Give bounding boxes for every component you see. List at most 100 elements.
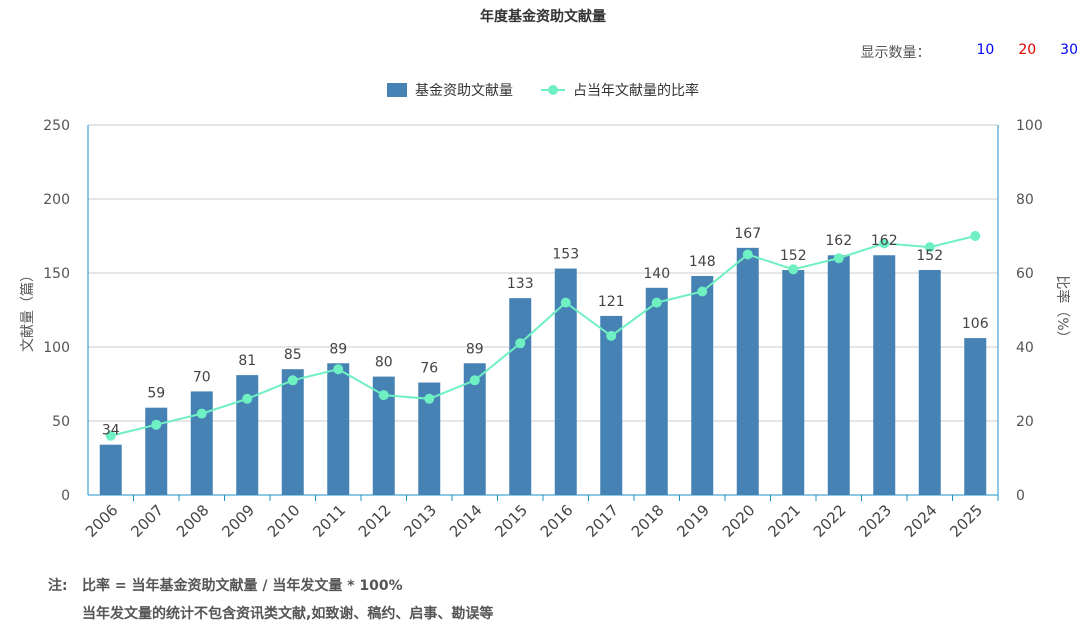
display-count-option-20[interactable]: 20 xyxy=(1018,42,1037,58)
notes-prefix: 注: xyxy=(48,578,68,594)
bar-2025 xyxy=(964,338,987,495)
ratio-point-2021 xyxy=(788,264,799,275)
line-swatch-icon xyxy=(541,83,565,97)
bar-2023 xyxy=(873,255,896,495)
chart-legend: 基金资助文献量 占当年文献量的比率 xyxy=(0,80,1086,100)
ratio-point-2017 xyxy=(606,330,617,341)
bar-value-label-2021: 152 xyxy=(780,248,807,264)
y2-tick-label: 0 xyxy=(1016,488,1025,504)
ratio-point-2024 xyxy=(924,242,935,253)
y2-tick-label: 20 xyxy=(1016,414,1034,430)
bar-2007 xyxy=(145,407,168,495)
bar-2015 xyxy=(509,298,532,495)
bar-2016 xyxy=(554,268,577,495)
ratio-line xyxy=(110,235,976,437)
ratio-point-2016 xyxy=(560,297,571,308)
bar-2021 xyxy=(782,270,805,495)
bar-value-label-2018: 140 xyxy=(643,266,670,282)
bar-2012 xyxy=(372,376,395,495)
x-tick-label-2025: 2025 xyxy=(946,501,986,541)
x-tick-label-2008: 2008 xyxy=(173,501,213,541)
bar-value-label-2016: 153 xyxy=(552,247,579,263)
ratio-point-2013 xyxy=(424,393,435,404)
legend-line-label: 占当年文献量的比率 xyxy=(573,83,699,99)
x-tick-label-2006: 2006 xyxy=(82,501,122,541)
x-tick-label-2015: 2015 xyxy=(491,501,531,541)
y-axis-title: 文献量（篇） xyxy=(20,268,36,352)
x-tick-label-2007: 2007 xyxy=(127,501,167,541)
x-tick-label-2009: 2009 xyxy=(218,501,258,541)
y-tick-label: 150 xyxy=(43,266,70,282)
x-tick-label-2010: 2010 xyxy=(264,501,304,541)
y2-tick-label: 100 xyxy=(1016,118,1043,134)
bar-2014 xyxy=(463,363,486,495)
bar-value-label-2008: 70 xyxy=(193,369,211,385)
display-count-selector: 显示数量： 10 20 30 xyxy=(861,42,1078,62)
x-tick-label-2018: 2018 xyxy=(628,501,668,541)
legend-bar-label: 基金资助文献量 xyxy=(415,83,513,99)
bar-value-label-2015: 133 xyxy=(507,276,534,292)
x-tick-label-2016: 2016 xyxy=(537,501,577,541)
y2-axis-title: 比率（%） xyxy=(1054,275,1071,344)
ratio-point-2008 xyxy=(196,408,207,419)
ratio-point-2018 xyxy=(651,297,662,308)
bar-2006 xyxy=(99,444,122,495)
bar-2020 xyxy=(736,247,759,495)
y-tick-label: 0 xyxy=(61,488,70,504)
ratio-point-2007 xyxy=(151,419,162,430)
legend-item-bar[interactable]: 基金资助文献量 xyxy=(387,80,513,100)
bar-2017 xyxy=(600,315,623,495)
bar-value-label-2011: 89 xyxy=(329,341,347,357)
y2-tick-label: 40 xyxy=(1016,340,1034,356)
ratio-point-2006 xyxy=(105,430,116,441)
ratio-point-2015 xyxy=(515,338,526,349)
bar-value-label-2020: 167 xyxy=(734,226,761,242)
x-tick-label-2022: 2022 xyxy=(810,501,850,541)
bar-value-label-2025: 106 xyxy=(962,316,989,332)
ratio-point-2011 xyxy=(333,364,344,375)
y-tick-label: 200 xyxy=(43,192,70,208)
ratio-point-2009 xyxy=(242,393,253,404)
x-tick-label-2024: 2024 xyxy=(901,501,941,541)
bar-2011 xyxy=(327,363,350,495)
bar-value-label-2010: 85 xyxy=(284,347,302,363)
chart-title: 年度基金资助文献量 xyxy=(480,9,606,25)
display-count-option-30[interactable]: 30 xyxy=(1060,42,1078,58)
notes-line-2: 当年发文量的统计不包含资讯类文献,如致谢、稿约、启事、勘误等 xyxy=(82,606,494,622)
bar-value-label-2022: 162 xyxy=(825,233,852,249)
chart-notes: 注: 比率 = 当年基金资助文献量 / 当年发文量 * 100% 当年发文量的统… xyxy=(48,572,493,628)
display-count-option-10[interactable]: 10 xyxy=(976,42,995,58)
bar-value-label-2009: 81 xyxy=(238,353,256,369)
x-tick-label-2014: 2014 xyxy=(446,501,486,541)
bar-value-label-2012: 80 xyxy=(375,355,393,371)
ratio-point-2025 xyxy=(970,231,981,241)
y-tick-label: 50 xyxy=(52,414,70,430)
chart-canvas: 0 50 100 150 200 250 0 20 40 60 80 100 文献量（篇） 比率（%） 20… xyxy=(20,118,1071,541)
display-count-label: 显示数量： xyxy=(860,45,931,61)
notes-line-1: 比率 = 当年基金资助文献量 / 当年发文量 * 100% xyxy=(82,578,403,594)
bar-value-label-2024: 152 xyxy=(916,248,943,264)
bar-value-label-2023: 162 xyxy=(871,233,898,249)
ratio-point-2019 xyxy=(697,286,708,297)
bar-2024 xyxy=(918,270,941,495)
y2-tick-label: 60 xyxy=(1016,266,1034,282)
y-tick-label: 100 xyxy=(43,340,70,356)
bar-2013 xyxy=(418,382,441,495)
x-tick-label-2011: 2011 xyxy=(309,501,349,541)
bar-2010 xyxy=(281,369,304,495)
bar-value-label-2017: 121 xyxy=(598,294,625,310)
bar-2022 xyxy=(827,255,850,495)
ratio-point-2020 xyxy=(742,249,753,260)
x-tick-label-2013: 2013 xyxy=(400,501,440,541)
bar-value-label-2007: 59 xyxy=(147,386,165,402)
bar-2019 xyxy=(691,275,714,495)
bar-value-label-2014: 89 xyxy=(466,341,484,357)
legend-item-line[interactable]: 占当年文献量的比率 xyxy=(541,80,699,100)
bar-value-label-2013: 76 xyxy=(420,361,438,377)
ratio-point-2012 xyxy=(378,390,389,401)
bar-2009 xyxy=(236,375,259,495)
x-tick-label-2020: 2020 xyxy=(719,501,759,541)
bar-value-label-2006: 34 xyxy=(102,423,120,439)
ratio-point-2010 xyxy=(287,375,298,386)
x-tick-label-2023: 2023 xyxy=(855,501,895,541)
